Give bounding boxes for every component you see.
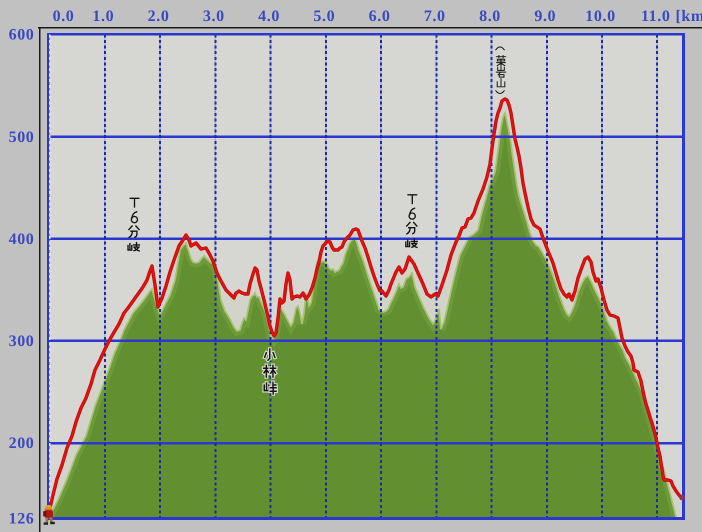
svg-text:200: 200: [9, 435, 35, 452]
svg-text:400: 400: [9, 231, 35, 248]
svg-text:600: 600: [9, 27, 35, 44]
svg-text:126: 126: [9, 511, 35, 528]
svg-text:4.0: 4.0: [258, 8, 280, 25]
svg-text:7.0: 7.0: [424, 8, 446, 25]
svg-text:[km]: [km]: [676, 8, 702, 25]
svg-text:9.0: 9.0: [534, 8, 556, 25]
svg-text:5.0: 5.0: [313, 8, 335, 25]
svg-text:10.0: 10.0: [585, 8, 615, 25]
svg-text:3.0: 3.0: [203, 8, 225, 25]
svg-text:1.0: 1.0: [92, 8, 114, 25]
svg-text:6.0: 6.0: [369, 8, 391, 25]
svg-text:300: 300: [9, 333, 35, 350]
svg-text:0.0: 0.0: [53, 8, 75, 25]
svg-text:11.0: 11.0: [641, 8, 671, 25]
svg-text:8.0: 8.0: [479, 8, 501, 25]
svg-text:500: 500: [9, 129, 35, 146]
svg-text:2.0: 2.0: [148, 8, 170, 25]
